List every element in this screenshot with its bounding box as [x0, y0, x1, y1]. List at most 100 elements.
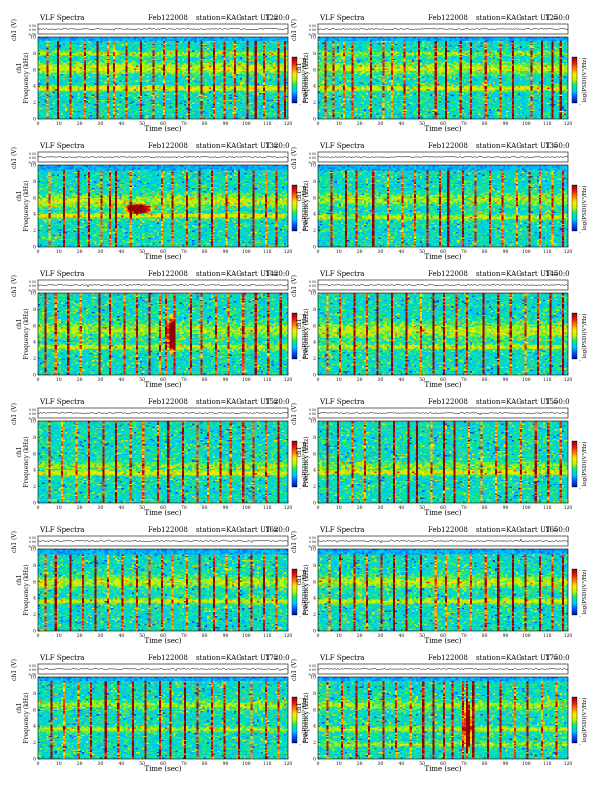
spectrogram-panel: VLF Spectra Feb122008 station=KAG start UT … [11, 270, 308, 389]
waveform-frame [317, 279, 569, 291]
x-tick-label: 30 [98, 121, 104, 127]
y-tick-label: 2 [33, 740, 36, 746]
x-axis-label: Time (sec) [424, 637, 461, 645]
x-tick-label: 40 [118, 377, 124, 383]
y-tick-label: 10 [310, 163, 316, 169]
y-axis-label: Frequency (kHz) [303, 436, 310, 487]
waveform-trace [37, 667, 289, 672]
wave-tick-label: 0.00 [309, 540, 316, 544]
y-tick-label: 6 [33, 195, 36, 201]
y-tick-label: 4 [313, 724, 316, 730]
panel-station: station=KAG [476, 398, 522, 406]
y-tick-label: 10 [310, 419, 316, 425]
panel-start-prefix: start UT = [241, 14, 279, 22]
x-tick-label: 60 [160, 505, 166, 511]
x-tick-label: 30 [98, 377, 104, 383]
x-tick-label: 120 [284, 249, 293, 255]
wave-axis-label: ch1 (V) [11, 403, 18, 425]
x-tick-label: 10 [336, 633, 342, 639]
colorbar [571, 568, 578, 616]
x-tick-label: 10 [56, 377, 62, 383]
y-tick-label: 4 [33, 212, 36, 218]
x-tick-label: 50 [419, 505, 425, 511]
y-tick-label: 2 [313, 740, 316, 746]
colorbar-tick: - [299, 568, 301, 574]
panel-title: VLF Spectra [319, 14, 364, 22]
x-tick-label: 80 [482, 633, 488, 639]
panel-station: station=KAG [196, 142, 242, 150]
y-tick-label: 0 [313, 117, 316, 123]
panel-date: Feb122008 [428, 270, 468, 278]
x-tick-label: 40 [398, 505, 404, 511]
waveform-frame [37, 663, 289, 675]
colorbar-tick: - [299, 230, 301, 236]
colorbar-label: log(PSD)(V²/Hz) [301, 698, 308, 743]
waveform-frame [317, 663, 569, 675]
panel-date: Feb122008 [428, 654, 468, 662]
wave-tick-label: 0.00 [309, 668, 316, 672]
wave-axis-label: ch1 (V) [11, 19, 18, 41]
x-tick-label: 80 [202, 377, 208, 383]
x-tick-label: 30 [378, 761, 384, 767]
y-tick-label: 4 [33, 724, 36, 730]
colorbar-tick: - [579, 440, 581, 446]
y-axis-channel-label: ch1 [296, 574, 303, 585]
x-tick-label: 70 [181, 249, 187, 255]
waveform-frame [317, 151, 569, 163]
colorbar [291, 312, 298, 360]
x-tick-label: 100 [242, 505, 251, 511]
wave-tick-label: 0.50 [309, 24, 316, 28]
wave-axis-label: ch1 (V) [291, 275, 298, 297]
y-axis-channel-label: ch1 [16, 574, 23, 585]
spectrogram-panel: VLF Spectra Feb122008 station=KAG start UT … [291, 398, 588, 517]
x-tick-label: 10 [56, 121, 62, 127]
spectrogram-image [38, 677, 288, 759]
x-tick-label: 50 [139, 377, 145, 383]
y-axis-channel-label: ch1 [16, 318, 23, 329]
x-tick-label: 0 [317, 121, 320, 127]
colorbar [291, 696, 298, 744]
waveform-trace [37, 27, 289, 31]
x-tick-label: 100 [242, 377, 251, 383]
panel-date: Feb122008 [428, 142, 468, 150]
y-axis-channel-label: ch1 [296, 702, 303, 713]
wave-tick-label: 0.00 [29, 540, 36, 544]
x-tick-label: 90 [223, 377, 229, 383]
y-axis-label: Frequency (kHz) [303, 308, 310, 359]
x-tick-label: 30 [98, 505, 104, 511]
y-axis-channel-label: ch1 [16, 190, 23, 201]
x-tick-label: 110 [543, 249, 552, 255]
y-tick-label: 0 [313, 501, 316, 507]
x-tick-label: 40 [118, 633, 124, 639]
wave-tick-label: 0.00 [309, 28, 316, 32]
colorbar-tick: - [299, 184, 301, 190]
x-tick-label: 80 [482, 377, 488, 383]
x-tick-label: 60 [160, 249, 166, 255]
panel-start-prefix: start UT = [521, 270, 559, 278]
y-axis-label: Frequency (kHz) [23, 564, 30, 615]
x-axis-label: Time (sec) [144, 253, 181, 261]
y-tick-label: 10 [30, 35, 36, 41]
panel-station: station=KAG [476, 270, 522, 278]
y-tick-label: 4 [33, 596, 36, 602]
panel-start-time: 1720:0 [265, 654, 290, 662]
spectrogram-panel: VLF Spectra Feb122008 station=KAG start UT … [291, 526, 588, 645]
y-tick-label: 2 [313, 484, 316, 490]
x-tick-label: 40 [398, 761, 404, 767]
y-axis-channel-label: ch1 [16, 702, 23, 713]
y-axis-label: Frequency (kHz) [303, 180, 310, 231]
x-tick-label: 120 [284, 761, 293, 767]
y-axis-channel-label: ch1 [16, 62, 23, 73]
wave-axis-label: ch1 (V) [291, 659, 298, 681]
x-tick-label: 120 [564, 505, 573, 511]
colorbar-tick: - [579, 614, 581, 620]
y-tick-label: 8 [33, 563, 36, 569]
x-tick-label: 70 [181, 505, 187, 511]
wave-tick-label: -0.50 [28, 32, 36, 36]
x-tick-label: 40 [118, 249, 124, 255]
waveform-trace [37, 155, 289, 159]
wave-tick-label: 0.00 [29, 412, 36, 416]
y-tick-label: 2 [313, 228, 316, 234]
colorbar-label: log(PSD)(V²/Hz) [581, 186, 588, 231]
y-axis-label: Frequency (kHz) [23, 308, 30, 359]
